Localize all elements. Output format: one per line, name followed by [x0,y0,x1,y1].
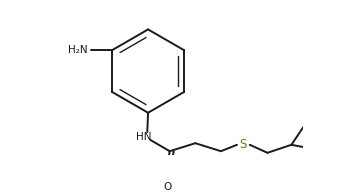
Text: S: S [240,138,247,151]
Text: HN: HN [136,132,152,142]
Text: H₂N: H₂N [68,45,88,55]
Text: O: O [163,182,172,192]
